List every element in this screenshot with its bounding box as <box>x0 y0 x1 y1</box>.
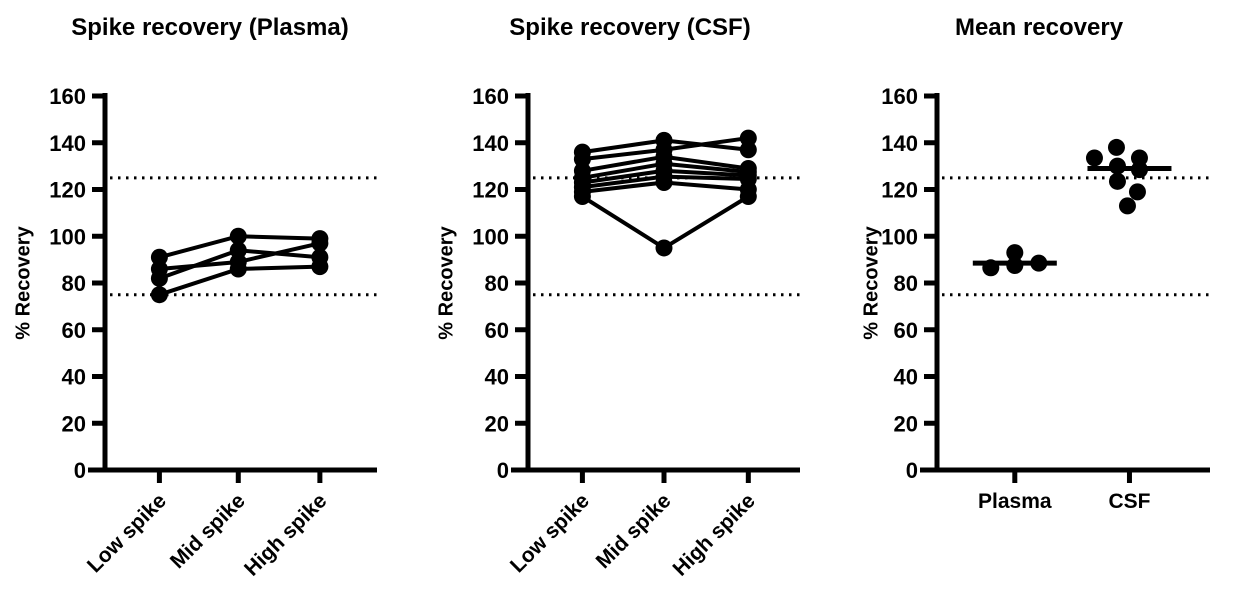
category-label: Low spike <box>506 489 594 577</box>
y-tick-label: 140 <box>49 131 86 156</box>
data-point-plasma-sample-1 <box>229 227 247 245</box>
y-tick-label: 160 <box>881 84 918 109</box>
y-tick-label: 100 <box>472 224 509 249</box>
y-tick-label: 0 <box>74 458 86 483</box>
data-point-plasma-sample-4 <box>229 260 247 278</box>
data-point-csf <box>1128 183 1146 201</box>
category-label: Plasma <box>978 490 1052 513</box>
y-tick-label: 80 <box>62 271 86 296</box>
data-point-csf-sample-8 <box>655 239 673 257</box>
y-tick-label: 60 <box>62 318 86 343</box>
data-point-plasma-sample-4 <box>311 258 329 276</box>
y-tick-label: 80 <box>485 271 509 296</box>
y-tick-label: 0 <box>906 458 918 483</box>
y-tick-label: 120 <box>472 178 509 203</box>
data-point-plasma-sample-4 <box>150 286 168 304</box>
data-point-plasma-sample-3 <box>150 269 168 287</box>
data-point-plasma-sample-3 <box>229 241 247 259</box>
category-label: Mid spike <box>166 489 250 573</box>
y-tick-label: 40 <box>485 365 509 390</box>
panel-title-plasma: Spike recovery (Plasma) <box>71 14 349 41</box>
category-label: Mid spike <box>592 489 676 573</box>
y-tick-label: 160 <box>472 84 509 109</box>
y-tick-label: 100 <box>49 224 86 249</box>
y-tick-label: 140 <box>472 131 509 156</box>
category-label: High spike <box>668 489 759 580</box>
data-point-csf <box>1108 172 1126 190</box>
y-tick-label: 20 <box>485 411 509 436</box>
data-point-csf-sample-1 <box>739 141 757 159</box>
data-point-csf-sample-8 <box>573 188 591 206</box>
data-point-csf <box>1085 149 1103 167</box>
y-tick-label: 60 <box>485 318 509 343</box>
y-axis: 0 20 40 60 80 100 120 140 160 <box>49 84 108 483</box>
mean-recovery-chart: 0 20 40 60 80 100 120 140 160 Plasma CSF <box>881 84 1210 513</box>
y-tick-label: 80 <box>894 271 918 296</box>
y-tick-label: 0 <box>497 458 509 483</box>
y-tick-label: 20 <box>62 411 86 436</box>
data-point-plasma-sample-2 <box>311 234 329 252</box>
data-point-plasma-sample-1 <box>150 248 168 266</box>
data-point-csf-sample-8 <box>739 188 757 206</box>
data-point-csf <box>1107 138 1125 156</box>
y-tick-label: 140 <box>881 131 918 156</box>
data-point-csf <box>1118 197 1136 215</box>
y-tick-label: 20 <box>894 411 918 436</box>
y-axis: 0 20 40 60 80 100 120 140 160 <box>472 84 531 483</box>
y-tick-label: 120 <box>49 178 86 203</box>
panel-title-csf: Spike recovery (CSF) <box>509 14 751 41</box>
data-point-csf-sample-2 <box>739 129 757 147</box>
x-axis: Plasma CSF <box>920 467 1210 513</box>
y-tick-label: 40 <box>62 365 86 390</box>
y-tick-label: 160 <box>49 84 86 109</box>
data-point-csf-sample-2 <box>573 150 591 168</box>
y-tick-label: 100 <box>881 224 918 249</box>
panel-title-mean: Mean recovery <box>954 14 1124 41</box>
y-tick-label: 120 <box>881 178 918 203</box>
y-axis: 0 20 40 60 80 100 120 140 160 <box>881 84 940 483</box>
y-tick-label: 40 <box>894 365 918 390</box>
data-point-csf-sample-7 <box>655 173 673 191</box>
category-label: CSF <box>1108 490 1150 513</box>
category-label: High spike <box>240 489 331 580</box>
category-label: Low spike <box>83 489 171 577</box>
data-point-plasma <box>1006 244 1024 262</box>
y-tick-label: 60 <box>894 318 918 343</box>
data-point-csf <box>1130 149 1148 167</box>
